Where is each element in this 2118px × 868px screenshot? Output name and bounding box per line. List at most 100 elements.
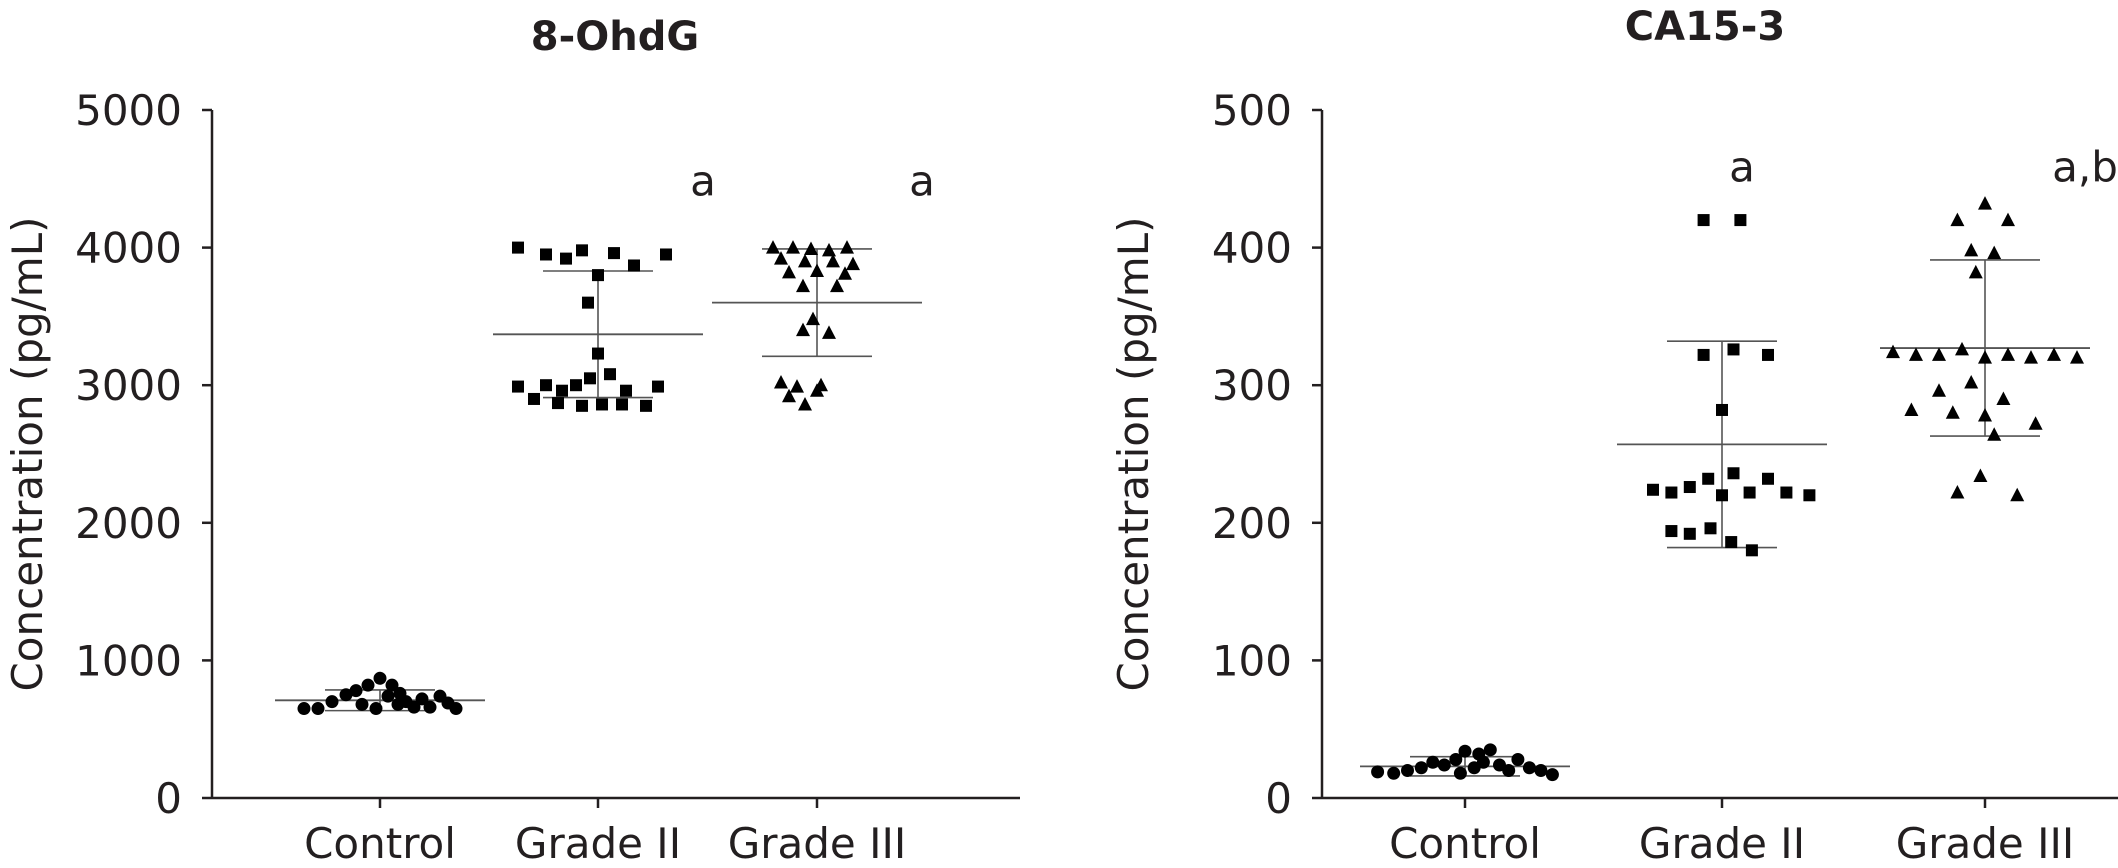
- data-point: [620, 384, 632, 397]
- y-tick-label: 500: [1212, 86, 1292, 135]
- data-point: [830, 278, 844, 293]
- y-axis-label: Concentration (pg/mL): [1109, 216, 1158, 691]
- data-point: [339, 688, 353, 702]
- data-point: [385, 678, 399, 692]
- data-point: [560, 252, 572, 265]
- data-point: [1483, 743, 1497, 757]
- data-point: [1426, 755, 1440, 769]
- data-point: [1950, 212, 1965, 227]
- y-tick-label: 400: [1212, 224, 1292, 273]
- y-tick-label: 4000: [75, 224, 182, 273]
- category-label-grade-ii: Grade II: [1639, 819, 1805, 868]
- data-point: [1909, 347, 1923, 361]
- category-label-control: Control: [1389, 819, 1541, 868]
- data-point: [822, 242, 836, 257]
- data-point: [1725, 536, 1738, 549]
- data-point: [297, 702, 311, 716]
- data-point: [782, 388, 796, 403]
- data-point: [774, 251, 788, 265]
- series-control: [1360, 743, 1570, 782]
- data-point: [660, 248, 672, 261]
- data-point: [1945, 405, 1960, 419]
- y-tick-label: 100: [1212, 636, 1292, 685]
- data-point: [391, 697, 405, 711]
- data-point: [576, 399, 588, 412]
- data-point: [407, 700, 421, 714]
- data-point: [552, 397, 564, 410]
- data-point: [355, 697, 369, 711]
- data-point: [604, 368, 616, 381]
- data-point: [592, 347, 604, 360]
- data-point: [570, 379, 582, 392]
- data-point: [652, 380, 664, 393]
- data-point: [512, 380, 524, 393]
- data-point: [822, 325, 836, 339]
- data-point: [540, 248, 552, 261]
- chart-title: 8-OhdG: [531, 14, 699, 60]
- data-point: [381, 689, 395, 703]
- data-point: [2070, 350, 2084, 364]
- data-point: [1511, 752, 1525, 766]
- data-point: [796, 322, 810, 337]
- data-point: [628, 259, 640, 272]
- data-point: [1978, 350, 1992, 364]
- data-point: [349, 684, 363, 698]
- data-point: [1978, 196, 1992, 210]
- data-point: [1745, 544, 1758, 557]
- data-point: [1973, 468, 1988, 483]
- data-point: [1665, 525, 1678, 538]
- data-point: [1387, 766, 1401, 780]
- y-tick-label: 300: [1212, 361, 1292, 410]
- series-grade-ii: [1617, 214, 1827, 557]
- data-point: [1955, 341, 1969, 356]
- data-point: [1904, 402, 1919, 416]
- series-grade-iii: [712, 240, 922, 411]
- data-point: [540, 379, 552, 392]
- data-point: [846, 256, 860, 271]
- data-point: [1743, 486, 1756, 499]
- data-point: [798, 253, 812, 268]
- data-point: [1987, 245, 2002, 260]
- significance-annotation: a,b: [2052, 143, 2118, 192]
- data-point: [1727, 343, 1740, 356]
- data-point: [608, 247, 620, 260]
- data-point: [576, 244, 588, 257]
- data-point: [826, 253, 840, 268]
- data-point: [796, 278, 810, 293]
- data-point: [1472, 747, 1486, 761]
- series-grade-iii: [1880, 196, 2090, 502]
- data-point: [2001, 212, 2015, 227]
- data-point: [423, 700, 437, 714]
- y-tick-label: 3000: [75, 361, 182, 410]
- data-point: [1950, 485, 1965, 499]
- y-tick-label: 200: [1212, 499, 1292, 548]
- data-point: [556, 384, 568, 397]
- data-point: [2047, 347, 2061, 361]
- data-point: [582, 296, 594, 309]
- y-tick-label: 2000: [75, 499, 182, 548]
- data-point: [1697, 348, 1710, 361]
- data-point: [325, 695, 339, 709]
- data-point: [361, 678, 375, 692]
- data-point: [1780, 486, 1793, 499]
- data-point: [1702, 472, 1715, 485]
- data-point: [1978, 407, 1992, 422]
- data-point: [415, 692, 429, 706]
- y-tick-label: 0: [1265, 774, 1292, 823]
- data-point: [1762, 472, 1774, 485]
- data-point: [790, 379, 804, 393]
- chart-title: CA15-3: [1625, 4, 1785, 50]
- data-point: [782, 264, 796, 279]
- data-point: [311, 702, 325, 716]
- data-point: [1886, 344, 1900, 359]
- data-point: [1522, 761, 1536, 775]
- data-point: [766, 240, 780, 254]
- significance-annotation: a: [1729, 143, 1755, 192]
- data-point: [786, 240, 800, 254]
- data-point: [1716, 489, 1728, 502]
- data-point: [798, 396, 812, 411]
- y-tick-label: 1000: [75, 636, 182, 685]
- series-grade-ii: [493, 241, 703, 412]
- data-point: [774, 374, 788, 389]
- data-point: [1932, 383, 1946, 397]
